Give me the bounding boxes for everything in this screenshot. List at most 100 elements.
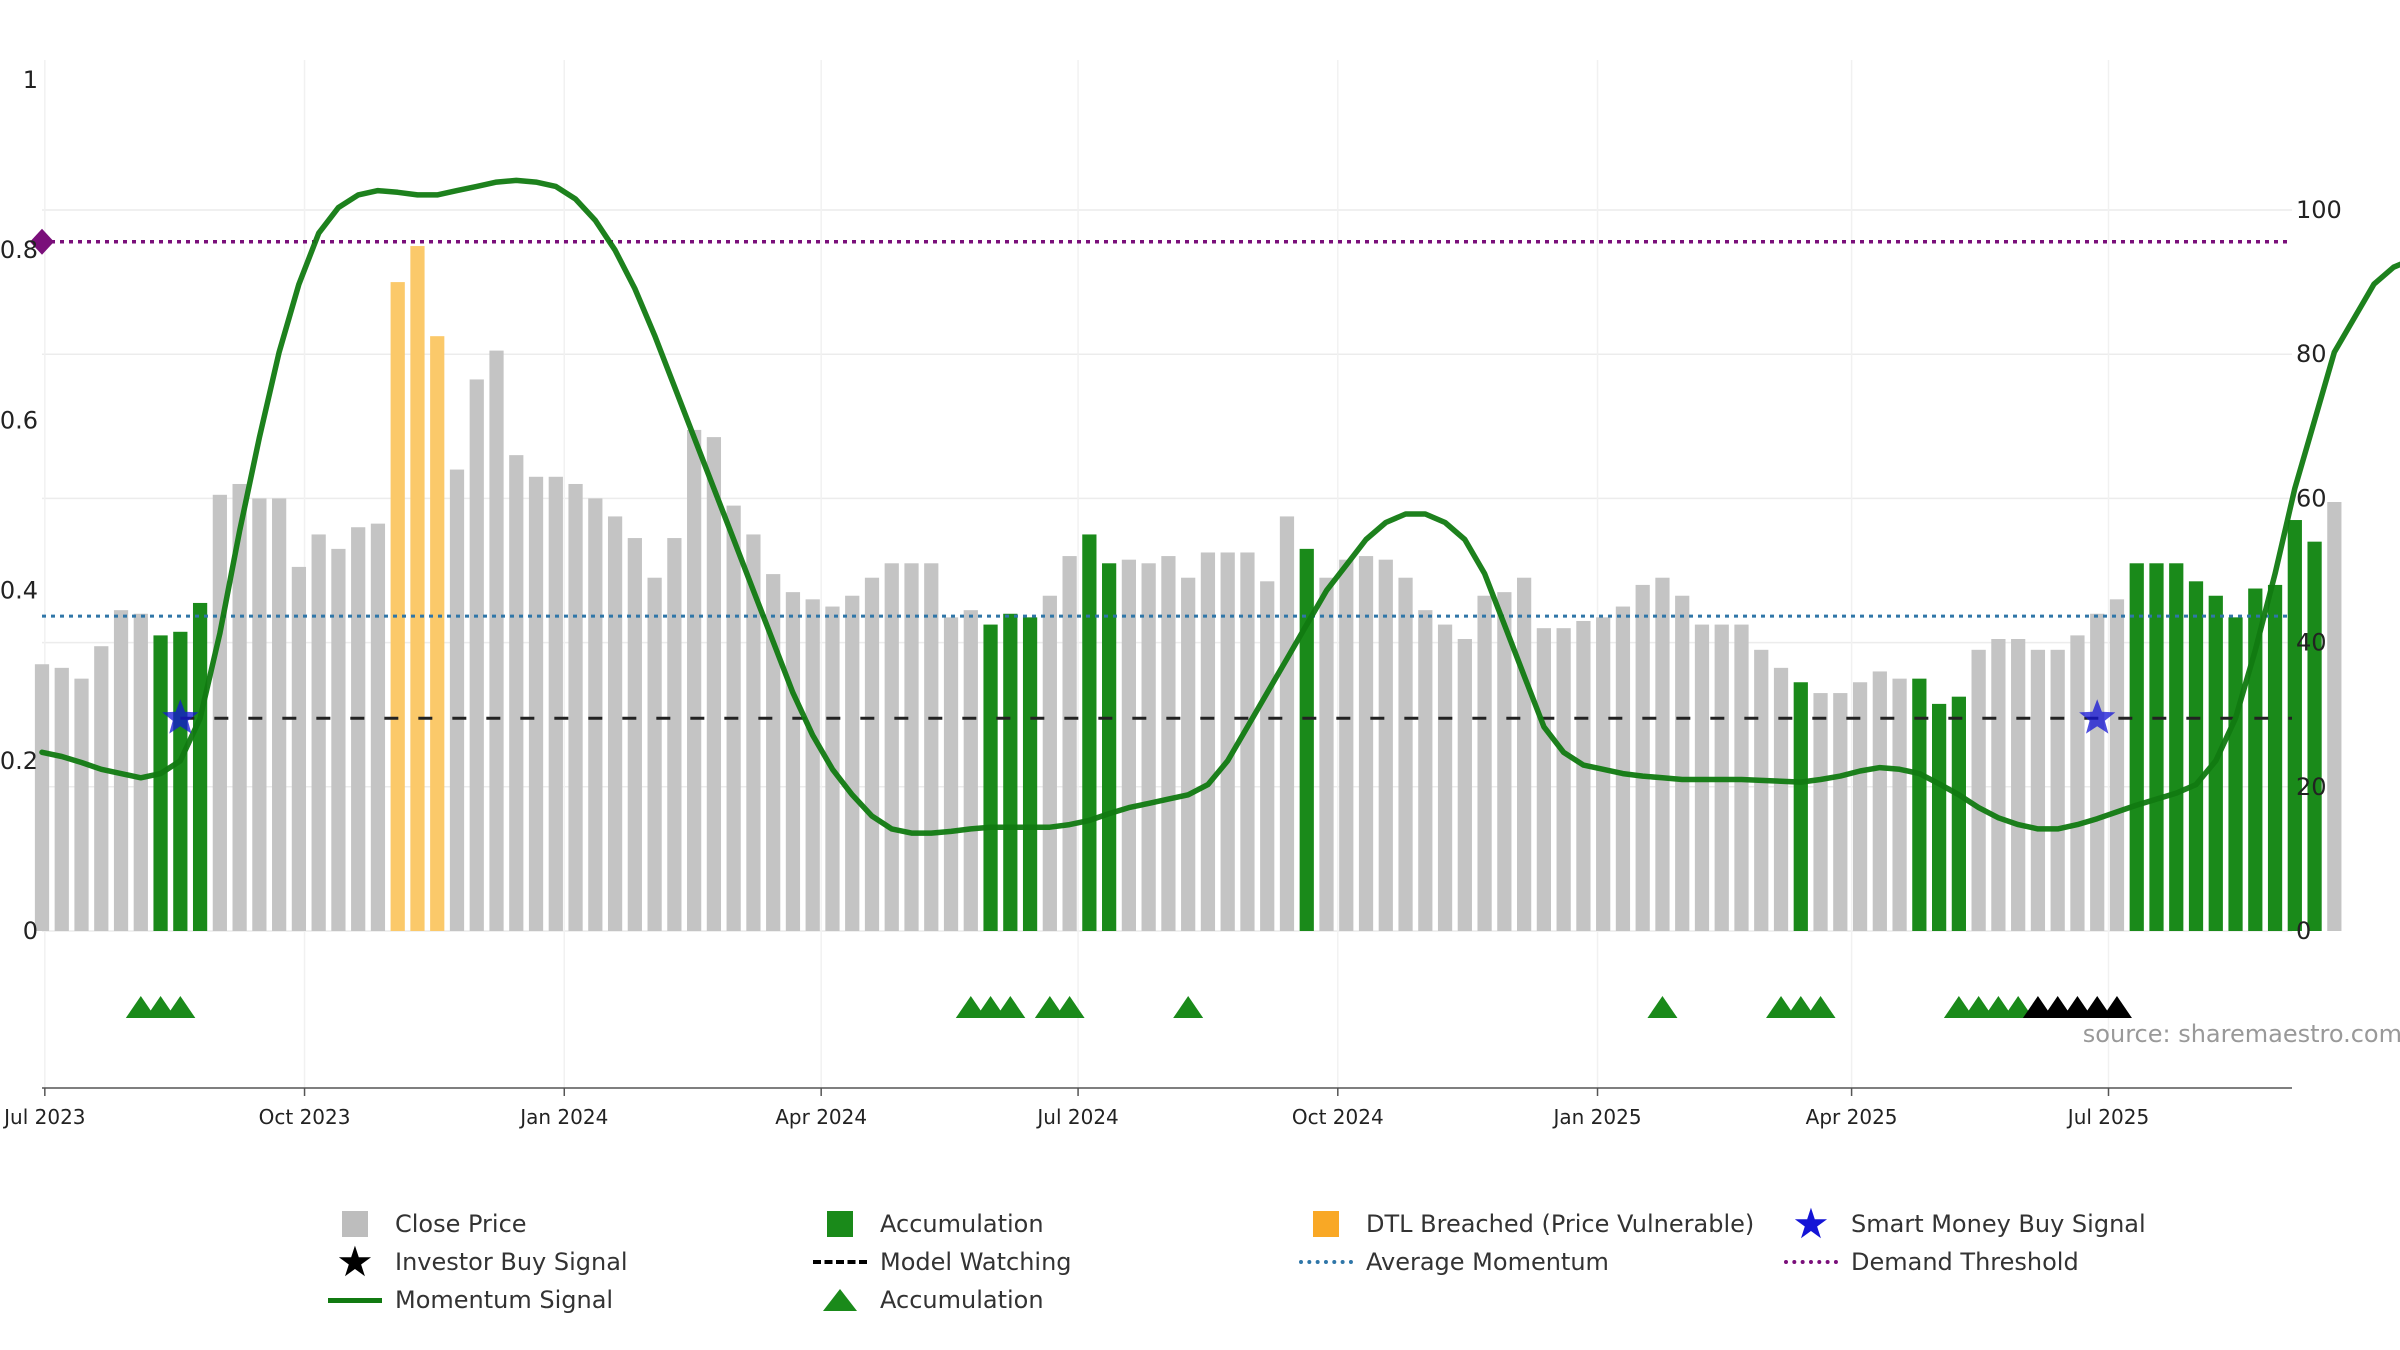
close-price-bar (884, 563, 899, 931)
star-icon: ★ (1792, 1199, 1830, 1248)
accumulation-bar (1793, 682, 1808, 931)
legend-label: DTL Breached (Price Vulnerable) (1366, 1210, 1755, 1238)
accumulation-bar (192, 602, 208, 931)
legend-line-model-watching (813, 1260, 867, 1264)
close-price-bar (1418, 610, 1433, 931)
close-price-bar (74, 678, 89, 931)
close-price-bar (1576, 620, 1591, 931)
close-price-bar (2327, 502, 2342, 931)
accumulation-bar (1932, 703, 1947, 931)
axes: Jul 2023 Oct 2023 Jan 2024 Apr 2024 Jul 2024… (0, 66, 2342, 1129)
close-price-bar (1971, 649, 1986, 931)
legend-label: Smart Money Buy Signal (1851, 1210, 2146, 1238)
close-price-bar (1675, 595, 1690, 931)
close-price-bar (1062, 556, 1077, 931)
close-price-bar (1279, 516, 1295, 931)
legend-line-average-momentum (1299, 1260, 1353, 1264)
close-price-bar (845, 595, 860, 931)
close-price-bar (1260, 581, 1275, 931)
close-price-bar (1378, 559, 1393, 931)
accumulation-triangle-marker (1647, 996, 1678, 1018)
accumulation-triangle-marker (1983, 996, 2014, 1018)
accumulation-bar (1912, 678, 1927, 931)
accumulation-triangle-marker (1054, 996, 1085, 1018)
accumulation-bar (983, 624, 998, 931)
star-icon: ★ (336, 1237, 374, 1286)
accumulation-bar (153, 635, 168, 931)
close-price-bar (1339, 559, 1354, 931)
legend-label: Accumulation (880, 1210, 1044, 1238)
close-price-bar (311, 534, 326, 931)
accumulation-triangle-marker (1963, 996, 1994, 1018)
close-price-bar (113, 610, 129, 931)
close-price-bar (1220, 552, 1235, 931)
investor-buy-signal-marker (2101, 996, 2132, 1018)
close-price-bar (1121, 559, 1137, 931)
close-price-bar (1536, 628, 1551, 931)
close-price-bars (34, 246, 2342, 932)
legend: Close Price Accumulation DTL Breached (P… (0, 1199, 2400, 1335)
close-price-bar (864, 577, 880, 931)
close-price-bar (548, 476, 563, 931)
legend-item-close-price: Close Price (325, 1205, 527, 1243)
accumulation-bar (2248, 588, 2263, 931)
reference-lines (30, 228, 2292, 720)
close-price-bar (1398, 577, 1413, 931)
close-price-bar (2109, 599, 2125, 931)
legend-item-dtl-breached: DTL Breached (Price Vulnerable) (1296, 1205, 1754, 1243)
accumulation-bar (2149, 563, 2164, 931)
accumulation-triangle-marker (1766, 996, 1797, 1018)
left-tick-label: 0.2 (0, 747, 38, 775)
right-tick-label: 20 (2296, 773, 2327, 801)
legend-item-investor-buy-signal: ★ Investor Buy Signal (325, 1237, 627, 1286)
x-tick-label: Jul 2023 (2, 1105, 85, 1129)
close-price-bar (766, 574, 781, 931)
close-price-bar (212, 494, 227, 931)
close-price-bar (331, 548, 346, 931)
accumulation-bar (2188, 581, 2204, 931)
x-tick-label: Apr 2025 (1806, 1105, 1898, 1129)
demand-threshold-marker (30, 228, 54, 255)
momentum-signal-path (39, 177, 2400, 836)
accumulation-bar (173, 631, 188, 931)
close-price-bar (1991, 638, 2006, 931)
close-price-bar (1872, 671, 1887, 931)
close-price-bar (687, 429, 702, 931)
legend-label: Accumulation (880, 1286, 1044, 1314)
accumulation-triangle-marker (165, 996, 196, 1018)
close-price-bar (627, 538, 642, 931)
close-price-bar (924, 563, 939, 931)
close-price-bar (370, 523, 386, 931)
momentum-signal-line (39, 177, 2400, 836)
legend-item-model-watching: Model Watching (810, 1243, 1072, 1281)
close-price-bar (291, 566, 307, 931)
left-tick-label: 0.6 (0, 406, 38, 434)
close-price-bar (2090, 613, 2105, 931)
close-price-bar (1477, 595, 1492, 931)
left-tick-label: 1 (23, 66, 38, 94)
accumulation-bar (1022, 617, 1038, 931)
accumulation-triangle-marker (1034, 996, 1065, 1018)
close-price-bar (1161, 556, 1176, 931)
signal-markers (125, 699, 2132, 1018)
legend-item-demand-threshold: Demand Threshold (1781, 1243, 2079, 1281)
x-tick-label: Jan 2025 (1551, 1105, 1641, 1129)
smart-money-buy-signal-marker (2079, 699, 2116, 734)
close-price-bar (252, 498, 267, 931)
x-tick-label: Jan 2024 (518, 1105, 608, 1129)
close-price-bar (272, 498, 287, 931)
accumulation-bar (2307, 541, 2322, 931)
close-price-bar (509, 455, 524, 931)
close-price-bar (1240, 552, 1255, 931)
close-price-bar (963, 610, 978, 931)
accumulation-bar (1102, 563, 1117, 931)
accumulation-bar (2287, 520, 2302, 931)
left-tick-label: 0 (23, 917, 38, 945)
close-price-bar (351, 527, 366, 931)
close-price-bar (1556, 628, 1571, 931)
legend-label: Close Price (395, 1210, 527, 1238)
right-tick-label: 40 (2296, 629, 2327, 657)
close-price-bar (647, 577, 662, 931)
accumulation-triangle-marker (1943, 996, 1974, 1018)
